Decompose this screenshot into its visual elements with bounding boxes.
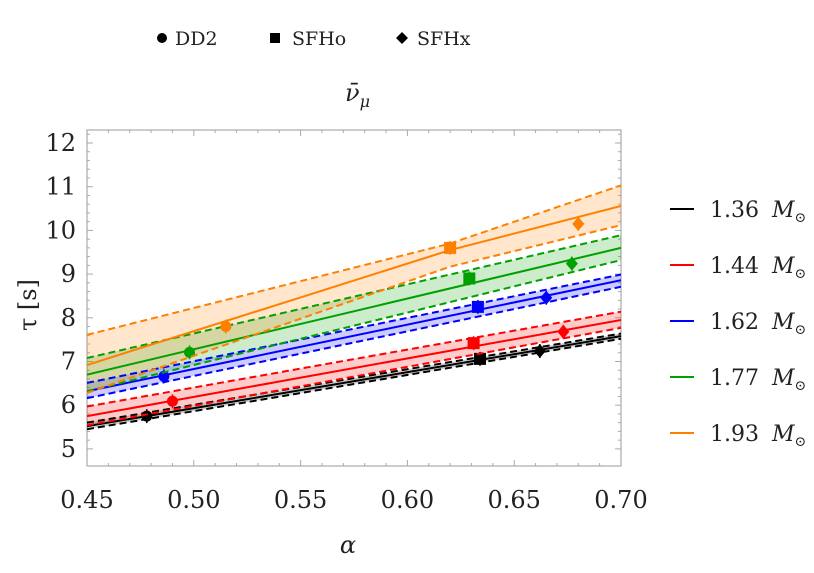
legend-unit: M (771, 198, 795, 223)
lower-bound-line (87, 259, 621, 393)
legend-unit-sub: ⊙ (795, 266, 807, 282)
legend-unit: M (771, 310, 795, 335)
y-tick-label: 5 (61, 435, 76, 463)
x-tick-label: 0.50 (167, 486, 220, 514)
legend-label-sfho: SFHo (292, 28, 346, 50)
y-tick-label: 10 (45, 216, 76, 244)
upper-bound-line (87, 332, 621, 424)
chart-title: ν̄μ (345, 79, 370, 111)
data-point-sfho (467, 337, 480, 350)
legend-label: 1.36 M⊙ (710, 198, 806, 226)
data-point-dd2 (158, 370, 170, 382)
data-point-sfhx (533, 344, 546, 359)
y-tick-label: 9 (61, 260, 76, 288)
fit-line (87, 279, 621, 393)
legend-marker-square (270, 33, 280, 43)
y-tick-label: 6 (61, 391, 76, 419)
y-tick-label: 12 (45, 129, 76, 157)
lower-bound-line (87, 337, 621, 431)
data-point-sfhx (557, 324, 570, 339)
y-tick-label: 7 (61, 348, 76, 376)
data-point-sfho (444, 241, 457, 254)
data-point-sfho (474, 352, 487, 365)
confidence-band (87, 185, 621, 393)
legend-mass: 1.93 (710, 422, 766, 447)
legend-mass: 1.77 (710, 366, 766, 391)
legend-unit-sub: ⊙ (795, 378, 807, 394)
data-point-dd2 (184, 346, 196, 358)
x-axis-label: α (340, 531, 356, 559)
x-tick-label: 0.70 (594, 486, 647, 514)
marker-legend: DD2 SFHo SFHx (157, 28, 471, 50)
legend-label: 1.93 M⊙ (710, 422, 806, 450)
lower-bound-line (87, 224, 621, 394)
legend-unit: M (771, 422, 795, 447)
data-point-dd2 (166, 395, 178, 407)
y-axis-label: τ [s] (14, 279, 42, 331)
data-point-sfhx (540, 290, 553, 305)
legend-label: 1.62 M⊙ (710, 310, 806, 338)
x-tick-label: 0.45 (60, 486, 113, 514)
legend-unit-sub: ⊙ (795, 322, 807, 338)
series-group (87, 184, 621, 431)
legend-marker-diamond (396, 32, 408, 44)
upper-bound-line (87, 310, 621, 408)
data-point-sfhx (565, 256, 578, 271)
legend-label: 1.77 M⊙ (710, 366, 806, 394)
chart-title-base: ν̄ (345, 79, 360, 107)
y-tick-label: 11 (45, 173, 76, 201)
legend-unit: M (771, 254, 795, 279)
fit-line (87, 246, 621, 376)
legend-mass: 1.36 (710, 198, 766, 223)
x-tick-label: 0.55 (274, 486, 327, 514)
legend-unit-sub: ⊙ (795, 434, 807, 450)
legend-unit-sub: ⊙ (795, 210, 807, 226)
legend-label-dd2: DD2 (175, 28, 218, 50)
data-point-sfhx (572, 216, 585, 231)
confidence-band (87, 235, 621, 392)
plot-frame (86, 129, 622, 467)
x-tick-label: 0.60 (381, 486, 434, 514)
x-tick-label: 0.65 (487, 486, 540, 514)
lower-bound-line (87, 326, 621, 427)
legend-label-sfhx: SFHx (417, 28, 471, 50)
series-legend: 1.36 M⊙1.44 M⊙1.62 M⊙1.77 M⊙1.93 M⊙ (670, 198, 806, 450)
legend-unit: M (771, 366, 795, 391)
legend-label: 1.44 M⊙ (710, 254, 806, 282)
data-point-sfho (471, 300, 484, 313)
lower-bound-line (87, 285, 621, 400)
data-point-dd2 (141, 410, 153, 422)
legend-marker-circle (157, 33, 167, 43)
data-point-dd2 (220, 321, 232, 333)
chart-title-sub: μ (360, 92, 370, 111)
fit-line (87, 335, 621, 428)
upper-bound-line (87, 273, 621, 384)
legend-mass: 1.62 (710, 310, 766, 335)
legend-mass: 1.44 (710, 254, 766, 279)
data-point-sfho (463, 272, 476, 285)
y-tick-label: 8 (61, 304, 76, 332)
plot-area: 0.45 0.50 0.55 0.60 0.65 0.70 5 6 7 8 9 10 11 12 (45, 129, 647, 514)
